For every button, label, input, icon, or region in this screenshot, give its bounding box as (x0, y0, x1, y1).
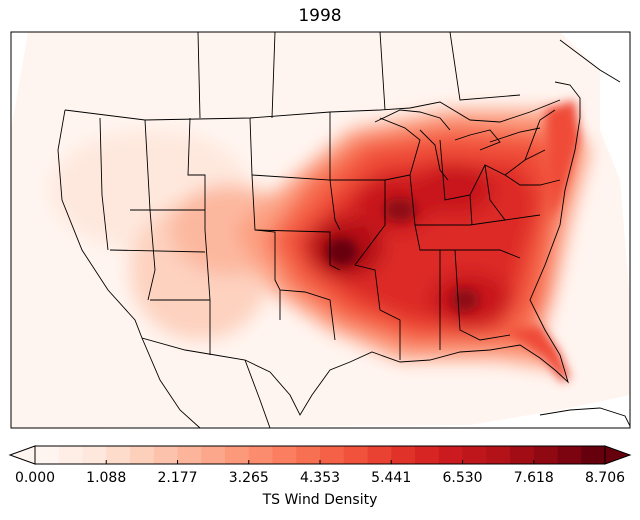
colorbar-swatch (272, 446, 297, 464)
colorbar-swatch (35, 446, 60, 464)
colorbar-swatch (462, 446, 487, 464)
great-lakes (374, 109, 541, 181)
colorbar-label: TS Wind Density (262, 492, 378, 508)
colorbar-extend-min (8, 445, 36, 465)
map-boundaries (57, 32, 630, 428)
us-outline (57, 81, 581, 416)
colorbar-swatch (367, 446, 392, 464)
colorbar-swatch (486, 446, 511, 464)
colorbar-swatch (438, 446, 463, 464)
colorbar-swatch (106, 446, 131, 464)
colorbar-swatch (225, 446, 250, 464)
colorbar-swatch (82, 446, 107, 464)
colorbar-tick-label: 8.706 (584, 470, 626, 486)
colorbar-tick-label: 1.088 (86, 470, 127, 486)
density-field (11, 32, 630, 428)
colorbar-tick-label: 6.530 (442, 470, 483, 486)
colorbar-tick-label: 0.000 (14, 470, 56, 486)
map-frame (10, 31, 631, 429)
colorbar-swatch (510, 446, 535, 464)
colorbar-swatch (343, 446, 368, 464)
colorbar-tick-label: 2.177 (157, 470, 198, 486)
colorbar-extend-max (604, 445, 632, 465)
colorbar-swatch (177, 446, 202, 464)
colorbar-swatch (415, 446, 440, 464)
colorbar-swatch (320, 446, 345, 464)
colorbar-swatch (557, 446, 582, 464)
colorbar-swatch (248, 446, 273, 464)
colorbar (8, 445, 632, 465)
colorbar-tick-label: 5.441 (371, 470, 412, 486)
canada-border (64, 99, 561, 123)
chart-title: 1998 (298, 6, 342, 26)
colorbar-swatch (153, 446, 178, 464)
colorbar-swatch (58, 446, 83, 464)
colorbar-swatch (130, 446, 155, 464)
colorbar-swatch (581, 446, 606, 464)
colorbar-swatch (533, 446, 558, 464)
colorbar-tick-label: 7.618 (513, 470, 554, 486)
colorbar-swatch (391, 446, 416, 464)
colorbar-swatch (296, 446, 321, 464)
colorbar-tick-label: 4.353 (299, 470, 341, 486)
colorbar-tick-label: 3.265 (228, 470, 269, 486)
florida-density (505, 100, 580, 382)
colorbar-swatch (201, 446, 226, 464)
cuba-outline (539, 407, 630, 427)
